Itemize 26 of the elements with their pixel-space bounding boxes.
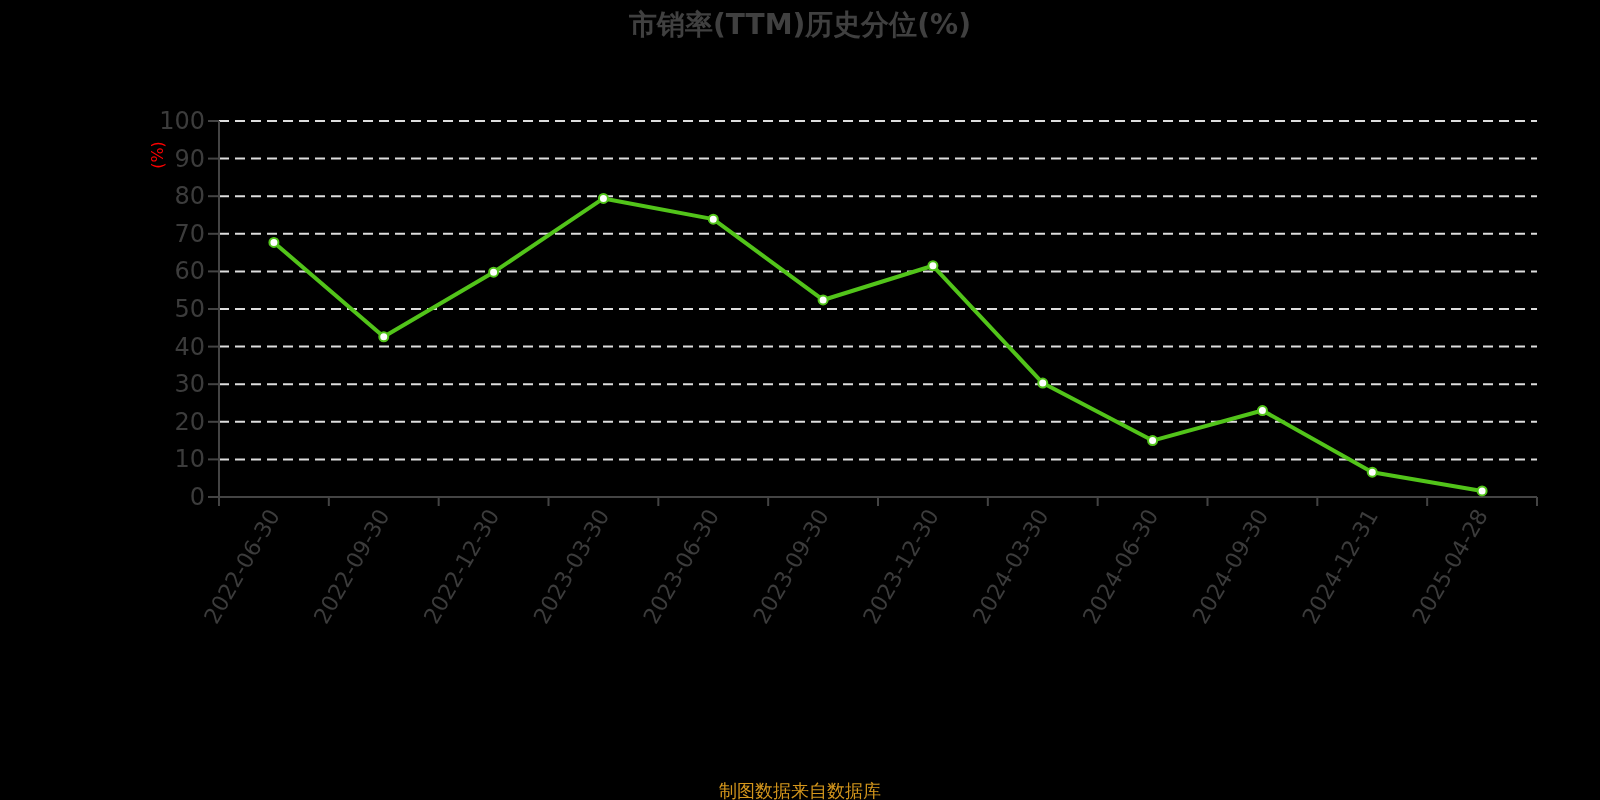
y-tick-label: 40 bbox=[174, 332, 205, 361]
point bbox=[488, 266, 500, 278]
point bbox=[927, 260, 939, 272]
y-tick-label: 70 bbox=[174, 219, 205, 248]
point bbox=[268, 236, 280, 248]
point bbox=[597, 192, 609, 204]
chart-title: 市销率(TTM)历史分位(%) bbox=[628, 7, 971, 41]
point bbox=[1147, 435, 1159, 447]
y-tick-label: 100 bbox=[159, 107, 205, 135]
point bbox=[1366, 466, 1378, 478]
point bbox=[707, 213, 719, 225]
y-tick-label: 10 bbox=[174, 445, 205, 474]
point bbox=[1037, 377, 1049, 389]
y-axis-title: (%) bbox=[147, 141, 167, 169]
y-tick-label: 60 bbox=[174, 257, 205, 286]
y-tick-label: 30 bbox=[174, 370, 205, 399]
point bbox=[378, 331, 390, 343]
y-tick-label: 90 bbox=[174, 144, 205, 173]
point bbox=[1476, 485, 1488, 497]
y-tick-label: 80 bbox=[174, 182, 205, 211]
y-tick-label: 20 bbox=[174, 407, 205, 436]
y-tick-label: 50 bbox=[174, 295, 205, 323]
point bbox=[817, 294, 829, 306]
y-tick-label: 0 bbox=[189, 483, 205, 511]
text: 制图数据来自数据库 bbox=[719, 779, 881, 800]
point bbox=[1256, 405, 1268, 417]
